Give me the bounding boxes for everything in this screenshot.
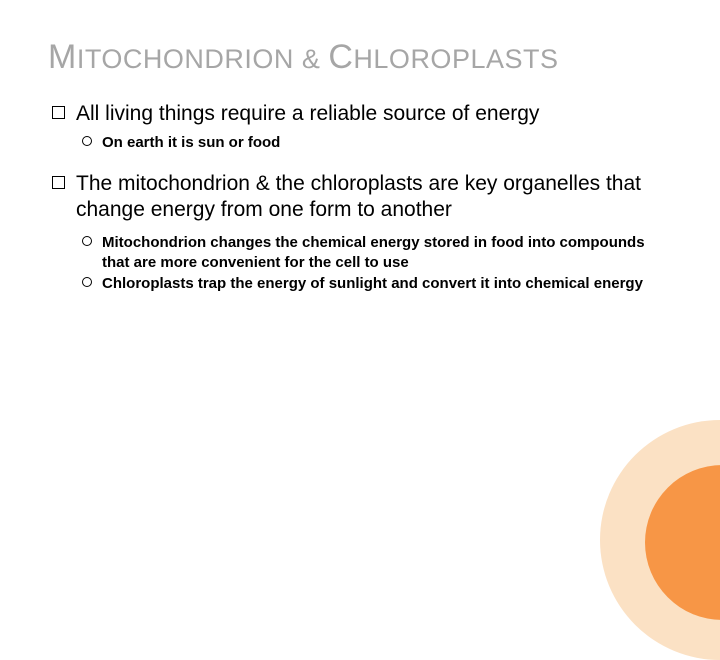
- bullet-text: Mitochondrion changes the chemical energ…: [102, 234, 645, 271]
- bullet-text: The mitochondrion & the chloroplasts are…: [76, 172, 641, 221]
- bullet-level1: The mitochondrion & the chloroplasts are…: [76, 171, 672, 224]
- bullet-text: All living things require a reliable sou…: [76, 102, 539, 125]
- content-area: All living things require a reliable sou…: [48, 101, 672, 294]
- circle-bullet-icon: [82, 136, 92, 146]
- title-rest-c: HLOROPLASTS: [353, 44, 558, 74]
- bullet-level2: Chloroplasts trap the energy of sunlight…: [102, 274, 672, 294]
- square-bullet-icon: [52, 106, 65, 119]
- slide-title: MITOCHONDRION & CHLOROPLASTS: [48, 38, 672, 77]
- bullet-text: Chloroplasts trap the energy of sunlight…: [102, 275, 643, 292]
- circle-bullet-icon: [82, 277, 92, 287]
- slide: MITOCHONDRION & CHLOROPLASTS All living …: [0, 0, 720, 540]
- title-rest-m: ITOCHONDRION: [77, 44, 294, 74]
- bullet-level1: All living things require a reliable sou…: [76, 101, 672, 127]
- bullet-text: On earth it is sun or food: [102, 134, 280, 151]
- square-bullet-icon: [52, 176, 65, 189]
- title-amp: &: [294, 44, 329, 74]
- circle-bullet-icon: [82, 236, 92, 246]
- title-cap-m: M: [48, 38, 77, 76]
- bullet-level2: On earth it is sun or food: [102, 133, 672, 153]
- title-cap-c: C: [328, 38, 353, 76]
- bullet-level2: Mitochondrion changes the chemical energ…: [102, 233, 672, 272]
